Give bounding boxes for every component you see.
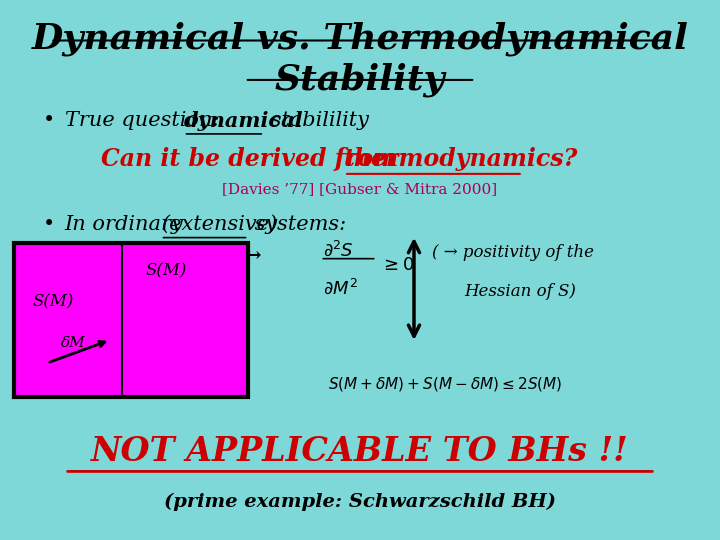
Text: thermodynamics?: thermodynamics? xyxy=(344,147,579,171)
Text: Stability: Stability xyxy=(275,62,445,97)
Text: (prime example: Schwarzschild BH): (prime example: Schwarzschild BH) xyxy=(164,492,556,511)
Text: $\partial^2 S$: $\partial^2 S$ xyxy=(323,240,354,260)
Text: stabilility: stabilility xyxy=(264,111,369,130)
Text: $\geq 0$: $\geq 0$ xyxy=(380,256,414,274)
Text: dynamical: dynamical xyxy=(184,111,303,131)
Text: S(M): S(M) xyxy=(145,262,186,279)
Text: ( → positivity of the: ( → positivity of the xyxy=(432,244,594,261)
Text: True question:: True question: xyxy=(65,111,226,130)
Text: [Davies ’77] [Gubser & Mitra 2000]: [Davies ’77] [Gubser & Mitra 2000] xyxy=(222,183,498,197)
Text: •: • xyxy=(43,215,55,234)
Text: In ordinary: In ordinary xyxy=(65,215,190,234)
Text: NOT APPLICABLE TO BHs !!: NOT APPLICABLE TO BHs !! xyxy=(91,435,629,468)
Text: Can it be derived from: Can it be derived from xyxy=(101,147,406,171)
Text: $S( M + \delta M ) + S( M - \delta M ) \leq 2S( M )$: $S( M + \delta M ) + S( M - \delta M ) \… xyxy=(328,375,562,393)
Text: δM: δM xyxy=(61,336,86,350)
Text: systems:: systems: xyxy=(248,215,346,234)
Text: •: • xyxy=(43,111,55,130)
Bar xyxy=(14,243,248,397)
Text: Dynamical vs. Thermodynamical: Dynamical vs. Thermodynamical xyxy=(32,22,688,56)
Text: (extensive): (extensive) xyxy=(161,215,276,234)
Text: $\partial M^2$: $\partial M^2$ xyxy=(323,278,357,298)
Text: Hessian of S): Hessian of S) xyxy=(464,284,576,300)
Text: STABILITY ↔: STABILITY ↔ xyxy=(119,247,261,265)
Text: S(M): S(M) xyxy=(32,293,73,310)
